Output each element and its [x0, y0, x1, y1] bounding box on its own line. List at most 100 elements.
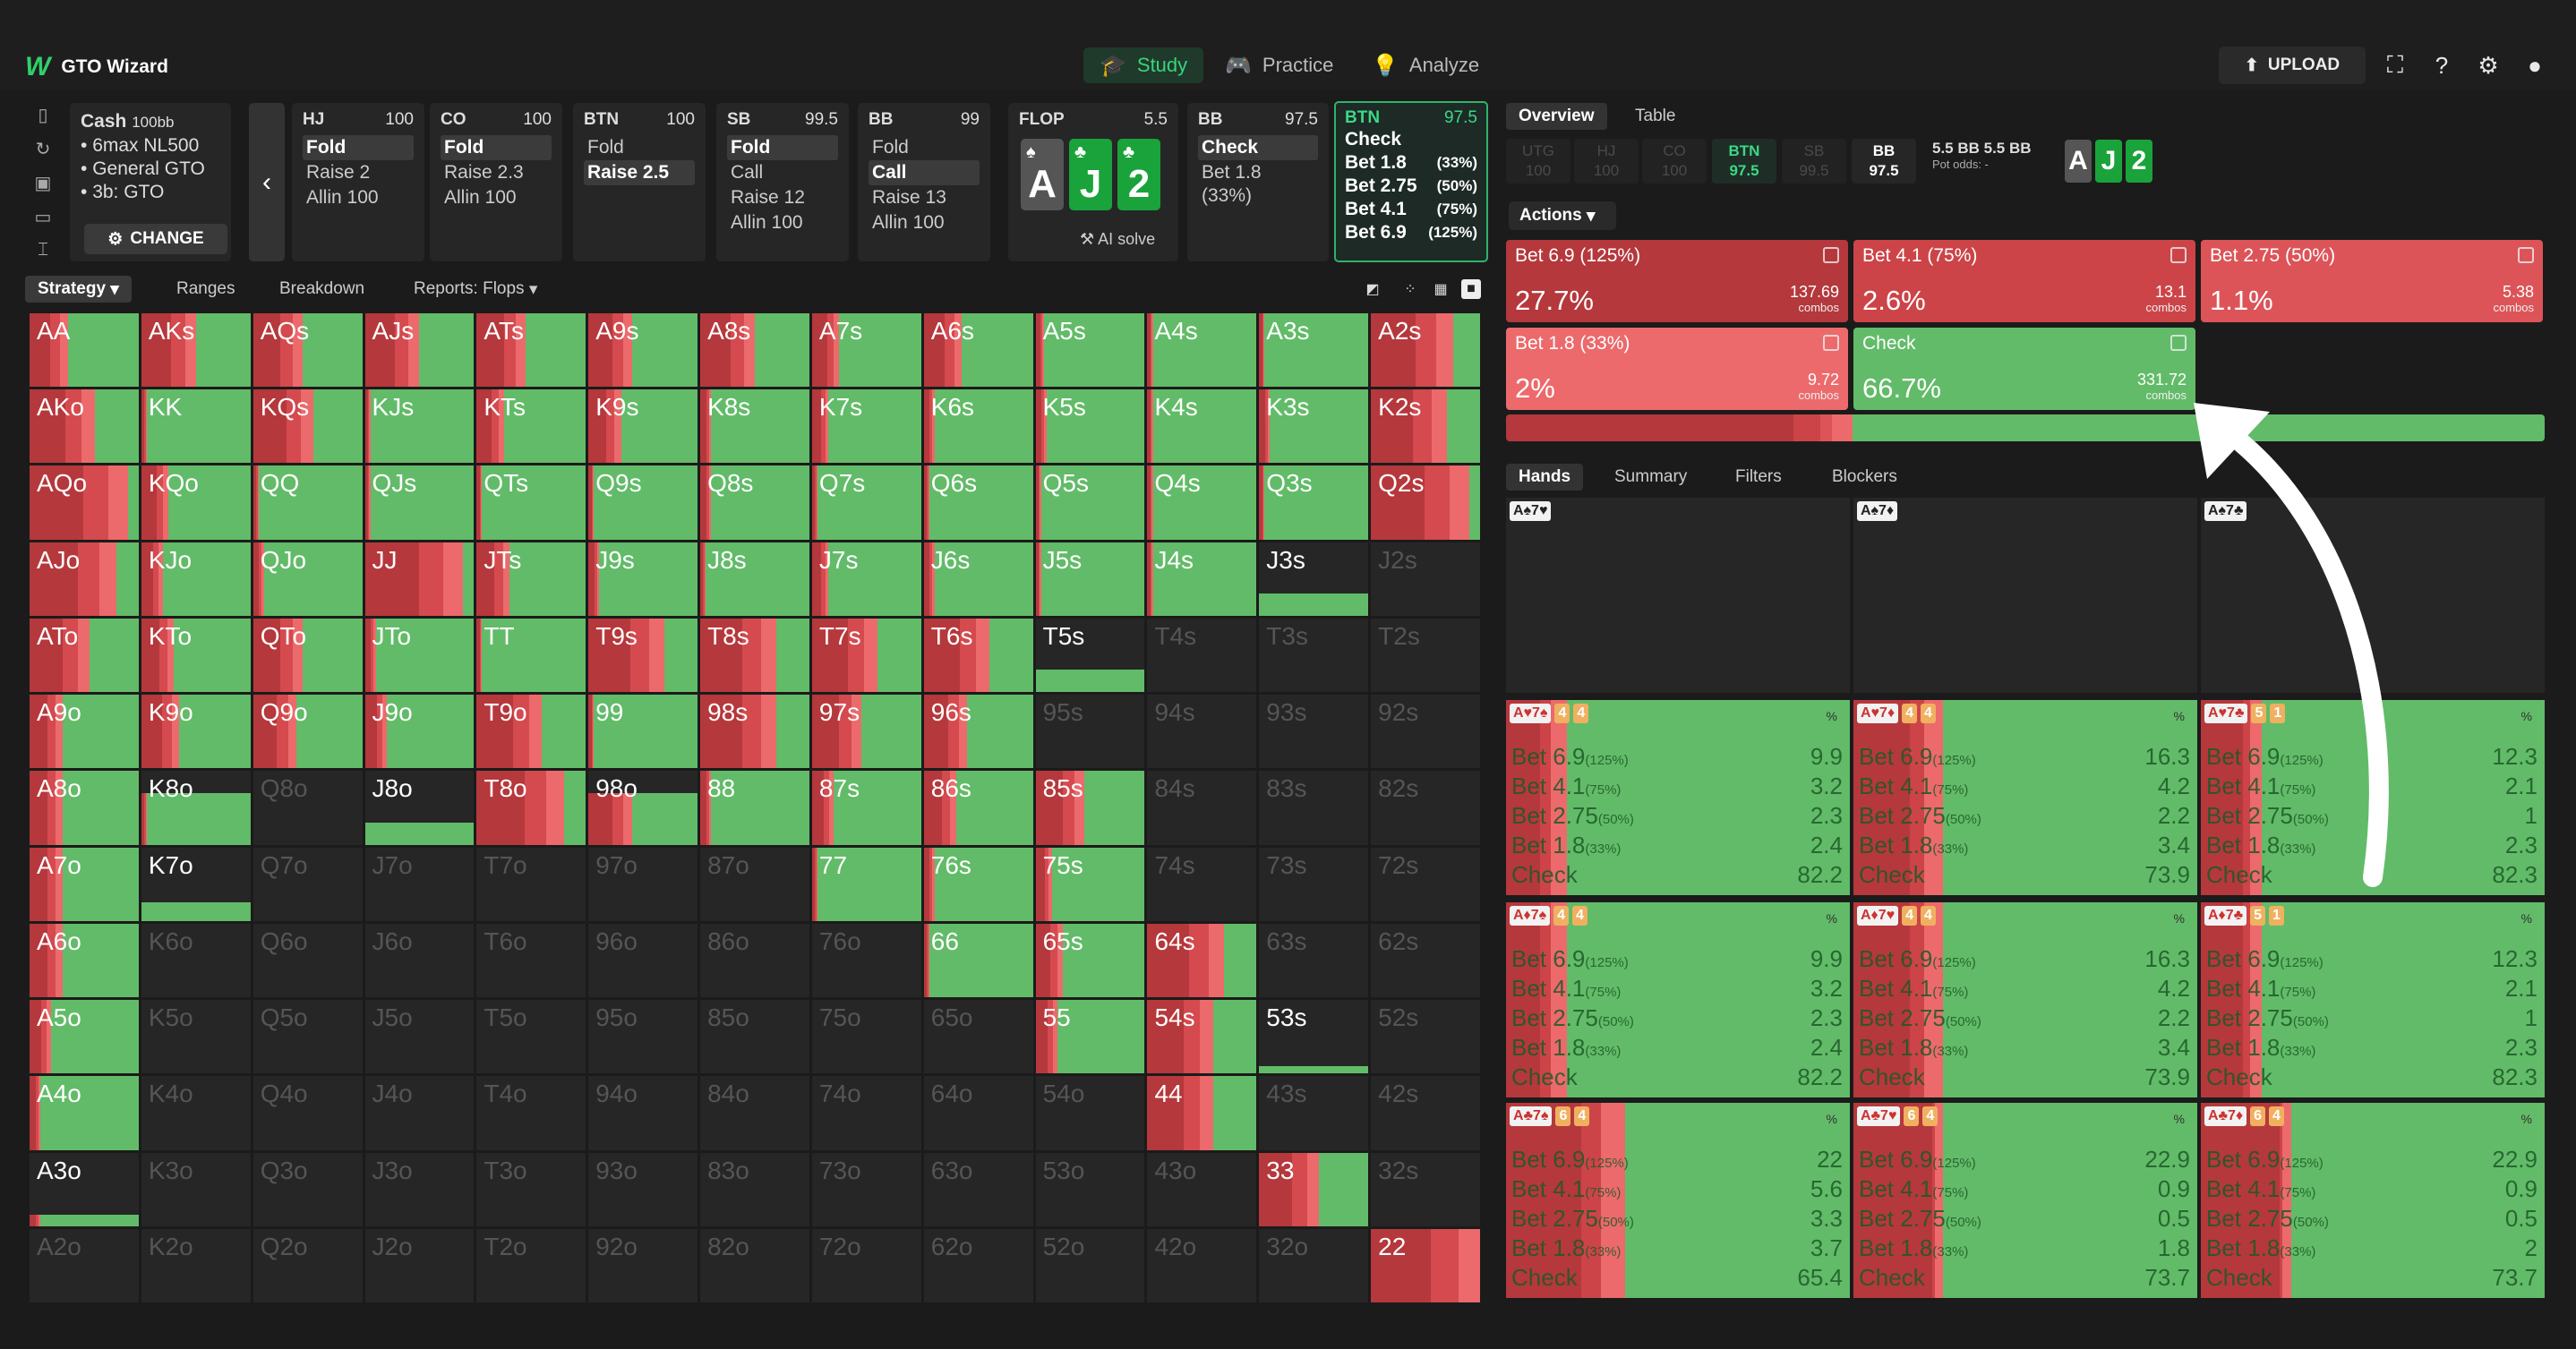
hand-cell[interactable]: K2s [1371, 389, 1480, 464]
combo-cell[interactable]: A♠7♥ [1506, 498, 1850, 693]
app-logo[interactable]: W GTO Wizard [25, 52, 168, 82]
hand-cell[interactable]: 75s [1035, 847, 1145, 921]
hand-cell[interactable]: J6s [923, 542, 1033, 616]
hand-cell[interactable]: 62s [1371, 923, 1480, 998]
hand-cell[interactable]: A5o [30, 1000, 139, 1074]
hand-cell[interactable]: KTo [141, 618, 251, 693]
action-option[interactable]: Allin 100 [444, 187, 517, 208]
hand-cell[interactable]: 93s [1259, 695, 1369, 769]
combo-cell[interactable]: A♥7♦ 4 4% Bet 6.9(125%) 16.3 Bet 4.1(75%) 4.2 B… [1853, 700, 2197, 895]
hand-cell[interactable]: 92s [1371, 695, 1480, 769]
hand-cell[interactable]: 98o [588, 771, 698, 845]
hand-cell[interactable]: Q6s [923, 465, 1033, 540]
hand-cell[interactable]: A9s [588, 313, 698, 388]
hand-cell[interactable]: 76s [923, 847, 1033, 921]
action-card[interactable]: Bet 1.8 (33%) 2% 9.72 combos [1506, 328, 1848, 410]
action-option[interactable]: Fold [872, 137, 909, 158]
hand-cell[interactable]: 72o [811, 1228, 921, 1302]
hand-cell[interactable]: 96o [588, 923, 698, 998]
hand-cell[interactable]: T7s [811, 618, 921, 693]
hand-cell[interactable]: Q9o [252, 695, 363, 769]
hand-cell[interactable]: Q4s [1147, 465, 1257, 540]
hand-cell[interactable]: J2o [364, 1228, 475, 1302]
position-panel-bb[interactable]: BB 99 Fold Call Raise 13 Allin 100 [858, 103, 990, 261]
hand-cell[interactable]: AQs [252, 313, 363, 388]
hand-cell[interactable]: K9s [588, 389, 698, 464]
hand-cell[interactable]: 73s [1259, 847, 1369, 921]
hand-cell[interactable]: KTs [476, 389, 586, 464]
tab-filters[interactable]: Filters [1723, 464, 1794, 491]
gear-icon[interactable]: ⚙ [2478, 51, 2499, 79]
hand-cell[interactable]: T2s [1371, 618, 1480, 693]
hand-cell[interactable]: QJs [364, 465, 475, 540]
details-icon[interactable] [2170, 335, 2187, 351]
hand-cell[interactable]: 82s [1371, 771, 1480, 845]
hand-cell[interactable]: 87o [700, 847, 809, 921]
position-panel-sb[interactable]: SB 99.5 Fold Call Raise 12 Allin 100 [716, 103, 849, 261]
view-grid-icon[interactable]: ▦ [1433, 282, 1448, 297]
seat-utg[interactable]: UTG 100 [1506, 139, 1570, 184]
tab-breakdown[interactable]: Breakdown [267, 276, 377, 303]
hand-cell[interactable]: A8o [30, 771, 139, 845]
action-option[interactable]: Fold [587, 137, 624, 158]
hand-cell[interactable]: A3s [1259, 313, 1369, 388]
hand-cell[interactable]: K6o [141, 923, 251, 998]
hand-cell[interactable]: 65o [923, 1000, 1033, 1074]
hand-cell[interactable]: 84o [700, 1076, 809, 1150]
hand-cell[interactable]: T6s [923, 618, 1033, 693]
hand-cell[interactable]: T9o [476, 695, 586, 769]
hand-cell[interactable]: A2s [1371, 313, 1480, 388]
hand-cell[interactable]: 42o [1147, 1228, 1257, 1302]
hand-cell[interactable]: 33 [1259, 1152, 1369, 1226]
hand-cell[interactable]: 98s [700, 695, 809, 769]
hand-cell[interactable]: 32o [1259, 1228, 1369, 1302]
hand-cell[interactable]: K7s [811, 389, 921, 464]
btn-action-option[interactable]: Bet 2.75 (50%) [1345, 175, 1477, 198]
bookmark-icon[interactable]: ▯ [38, 106, 48, 125]
view-split-icon[interactable]: ◩ [1365, 282, 1380, 297]
hand-cell[interactable]: T7o [476, 847, 586, 921]
hand-cell[interactable]: T8o [476, 771, 586, 845]
actions-dropdown[interactable]: Actions ▾ [1509, 201, 1616, 230]
hand-cell[interactable]: AA [30, 313, 139, 388]
action-card[interactable]: Bet 6.9 (125%) 27.7% 137.69 combos [1506, 240, 1848, 322]
bb-flop-panel[interactable]: BB 97.5 Check Bet 1.8 (33%) [1187, 103, 1329, 261]
position-panel-hj[interactable]: HJ 100 Fold Raise 2 Allin 100 [292, 103, 424, 261]
hand-cell[interactable]: A2o [30, 1228, 139, 1302]
hand-cell[interactable]: J6o [364, 923, 475, 998]
hand-cell[interactable]: QQ [252, 465, 363, 540]
nav-study[interactable]: 🎓 Study [1083, 47, 1204, 83]
hand-cell[interactable]: 77 [811, 847, 921, 921]
hand-cell[interactable]: Q9s [588, 465, 698, 540]
hand-cell[interactable]: 87s [811, 771, 921, 845]
seat-sb[interactable]: SB 99.5 [1782, 139, 1846, 184]
settings-slider-icon[interactable]: ⌶ [38, 240, 48, 260]
view-small-grid-icon[interactable]: ⁘ [1404, 282, 1416, 297]
save-icon[interactable]: ▣ [34, 174, 52, 193]
hand-cell[interactable]: 86o [700, 923, 809, 998]
details-icon[interactable] [1823, 247, 1839, 263]
hand-cell[interactable]: K5s [1035, 389, 1145, 464]
hand-cell[interactable]: J8o [364, 771, 475, 845]
hand-cell[interactable]: T8s [700, 618, 809, 693]
action-option[interactable]: Call [869, 160, 980, 185]
hand-cell[interactable]: T4o [476, 1076, 586, 1150]
seat-hj[interactable]: HJ 100 [1574, 139, 1639, 184]
hand-cell[interactable]: Q5s [1035, 465, 1145, 540]
hand-cell[interactable]: Q4o [252, 1076, 363, 1150]
tab-strategy[interactable]: Strategy ▾ [25, 276, 132, 303]
hand-cell[interactable]: K5o [141, 1000, 251, 1074]
hand-cell[interactable]: AKo [30, 389, 139, 464]
hand-cell[interactable]: 65s [1035, 923, 1145, 998]
hand-cell[interactable]: Q2s [1371, 465, 1480, 540]
hand-cell[interactable]: 54s [1147, 1000, 1257, 1074]
hand-cell[interactable]: J9o [364, 695, 475, 769]
hand-cell[interactable]: 94o [588, 1076, 698, 1150]
hand-cell[interactable]: 76o [811, 923, 921, 998]
hand-cell[interactable]: KK [141, 389, 251, 464]
hand-cell[interactable]: J4o [364, 1076, 475, 1150]
ai-solve-link[interactable]: ⚒ AI solve [1080, 230, 1156, 248]
hand-cell[interactable]: A3o [30, 1152, 139, 1226]
hand-cell[interactable]: T4s [1147, 618, 1257, 693]
hand-cell[interactable]: 82o [700, 1228, 809, 1302]
